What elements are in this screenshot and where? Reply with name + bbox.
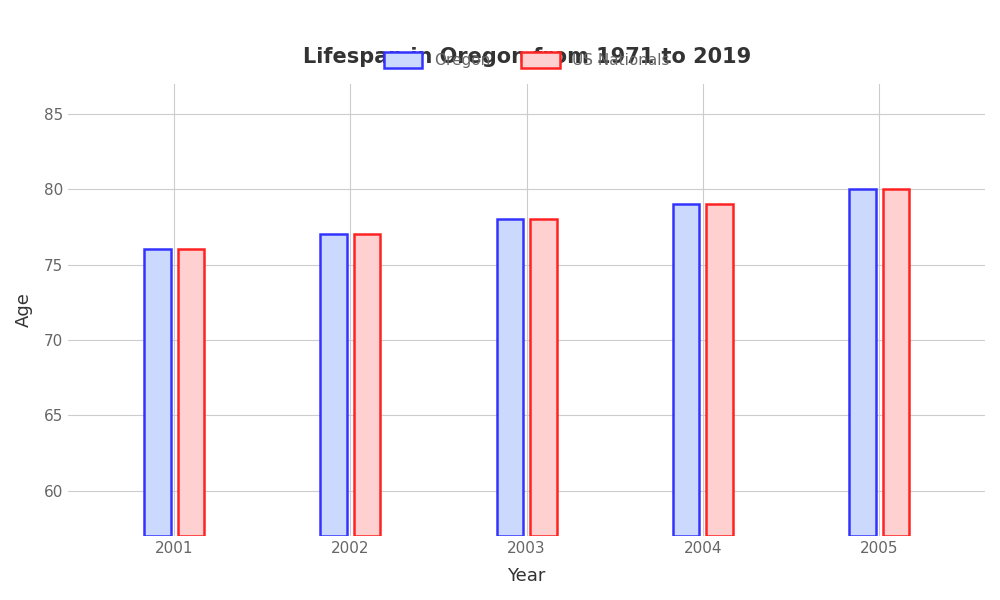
X-axis label: Year: Year <box>507 567 546 585</box>
Bar <box>320 235 347 536</box>
Legend: Oregon, US Nationals: Oregon, US Nationals <box>378 46 675 74</box>
Bar <box>849 189 876 536</box>
Title: Lifespan in Oregon from 1971 to 2019: Lifespan in Oregon from 1971 to 2019 <box>303 47 751 67</box>
Bar <box>883 189 909 536</box>
Bar <box>673 204 699 536</box>
Bar <box>144 250 171 536</box>
Y-axis label: Age: Age <box>15 292 33 327</box>
Bar <box>497 220 523 536</box>
Bar <box>706 204 733 536</box>
Bar <box>178 250 204 536</box>
Bar <box>530 220 557 536</box>
Bar <box>354 235 380 536</box>
